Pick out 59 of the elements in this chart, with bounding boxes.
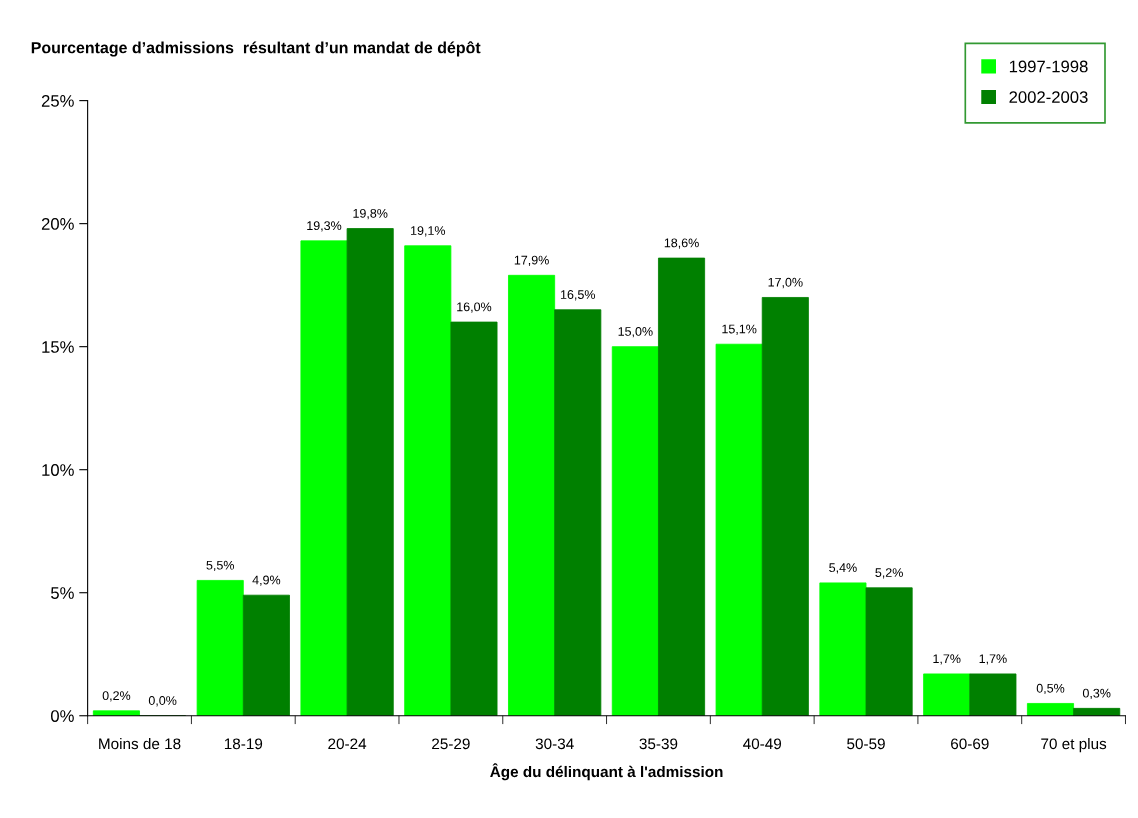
y-tick-label: 25% — [41, 95, 74, 107]
data-label: 1,7% — [979, 654, 1007, 665]
x-tick-label: Moins de 18 — [99, 737, 181, 750]
x-tick-label: 25-29 — [432, 738, 470, 750]
data-label: 0,2% — [102, 691, 131, 702]
data-label: 19,8% — [353, 208, 388, 220]
data-label: 16,0% — [457, 302, 492, 313]
bar — [1026, 703, 1075, 716]
x-tick-label: 50-59 — [847, 738, 885, 750]
bar — [819, 582, 867, 716]
bar — [242, 594, 290, 716]
data-label: 16,5% — [560, 290, 596, 301]
bar — [92, 710, 140, 716]
data-label: 5,2% — [875, 568, 903, 579]
data-label: 0,5% — [1036, 683, 1065, 695]
y-tick-label: 0% — [50, 710, 74, 722]
bar — [300, 240, 348, 716]
legend-label: 2002-2003 — [1009, 91, 1088, 103]
x-tick-label: 35-39 — [639, 738, 678, 750]
x-tick-label: 30-34 — [535, 738, 574, 750]
data-label: 19,1% — [411, 226, 446, 237]
x-tick-label: 70 et plus — [1041, 737, 1107, 753]
data-label: 5,5% — [206, 560, 235, 572]
y-tick-label: 15% — [42, 341, 74, 353]
bar — [969, 673, 1017, 716]
data-label: 1,7% — [933, 654, 961, 665]
y-tick-label: 10% — [42, 464, 74, 476]
data-label: 0,0% — [148, 696, 177, 707]
data-label: 19,3% — [307, 221, 342, 232]
bar — [346, 228, 394, 716]
data-label: 18,6% — [664, 238, 699, 249]
bar — [658, 257, 706, 716]
y-tick-label: 20% — [41, 218, 74, 230]
y-tick-label: 5% — [51, 587, 74, 599]
bar — [715, 343, 763, 716]
bar — [865, 587, 913, 716]
bar — [196, 580, 244, 716]
x-tick-label: 18-19 — [224, 738, 263, 750]
data-label: 4,9% — [252, 575, 281, 586]
bar — [923, 673, 971, 716]
data-label: 15,0% — [618, 327, 653, 338]
data-label: 17,9% — [514, 255, 549, 266]
x-tick-label: 60-69 — [951, 738, 989, 750]
x-tick-label: 20-24 — [328, 738, 367, 750]
bar — [1073, 707, 1121, 716]
bar — [450, 321, 498, 716]
bar — [611, 346, 659, 716]
chart-title: Pourcentage d’admissions résultant d’un mandat de dépôt — [31, 41, 481, 57]
bar — [508, 274, 556, 716]
bar — [404, 245, 452, 716]
x-axis-title: Âge du délinquant à l'admission — [490, 763, 723, 781]
legend-label: 1997-1998 — [1009, 60, 1088, 73]
x-tick-label: 40-49 — [743, 738, 782, 750]
data-label: 15,1% — [722, 324, 757, 335]
bar — [554, 309, 602, 716]
bar — [761, 297, 809, 716]
data-label: 0,3% — [1082, 688, 1111, 700]
data-label: 17,0% — [768, 277, 803, 289]
data-label: 5,4% — [829, 563, 857, 574]
